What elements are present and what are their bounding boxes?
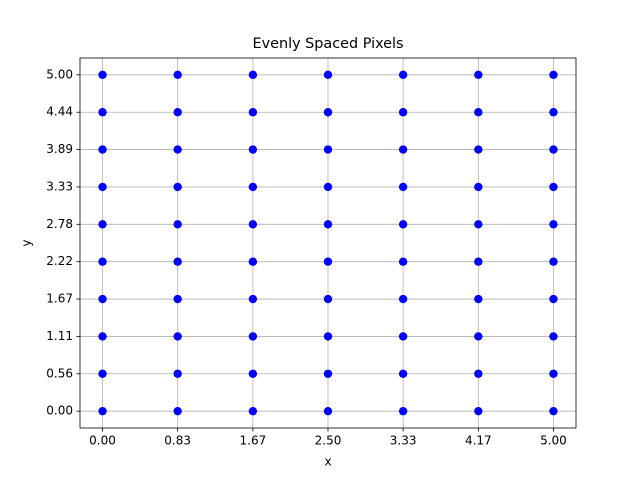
y-tick-label: 1.11 [46, 329, 73, 343]
point [98, 70, 107, 80]
point [549, 369, 558, 378]
point [398, 332, 408, 341]
point [398, 108, 408, 117]
y-tick-label: 4.44 [46, 105, 73, 119]
y-tick-label: 5.00 [46, 67, 73, 81]
y-tick-label: 0.00 [46, 404, 73, 418]
point [474, 369, 483, 378]
point [98, 108, 107, 117]
x-tick-label: 3.33 [390, 434, 417, 448]
point [398, 369, 408, 378]
point [474, 406, 483, 416]
x-tick-label: 2.50 [315, 434, 342, 448]
y-tick-label: 0.56 [46, 366, 73, 380]
point [474, 145, 483, 154]
point [248, 145, 258, 154]
point [98, 182, 107, 192]
y-tick-label: 3.33 [46, 179, 73, 193]
y-tick-label: 2.22 [46, 254, 73, 268]
y-tick-label: 2.78 [46, 217, 73, 231]
point [98, 294, 107, 304]
point [474, 220, 483, 229]
point [323, 182, 333, 192]
point [549, 294, 558, 304]
point [474, 257, 483, 266]
x-tick-label: 5.00 [540, 434, 567, 448]
x-tick-label: 0.00 [89, 434, 116, 448]
point [248, 70, 258, 80]
x-tick-label: 4.17 [465, 434, 492, 448]
x-tick-label: 0.83 [164, 434, 191, 448]
point [98, 257, 107, 266]
y-axis-label: y [20, 239, 34, 246]
point [323, 257, 333, 266]
point [398, 294, 408, 304]
point [323, 220, 333, 229]
point [474, 108, 483, 117]
point [398, 182, 408, 192]
points [98, 70, 558, 416]
point [474, 332, 483, 341]
point [474, 182, 483, 192]
point [549, 332, 558, 341]
point [248, 294, 258, 304]
point [323, 406, 333, 416]
y-tick-label: 1.67 [46, 292, 73, 306]
point [248, 406, 258, 416]
point [98, 406, 107, 416]
point [549, 257, 558, 266]
point [173, 257, 182, 266]
point [173, 220, 182, 229]
point [173, 70, 182, 80]
point [549, 406, 558, 416]
point [549, 220, 558, 229]
point [323, 108, 333, 117]
point [398, 70, 408, 80]
point [549, 108, 558, 117]
y-tick-label: 3.89 [46, 142, 73, 156]
point [173, 182, 182, 192]
point [549, 70, 558, 80]
x-tick-label: 1.67 [240, 434, 267, 448]
point [398, 257, 408, 266]
ticks: 0.00 0.83 1.67 2.50 3.33 4.17 5.00 0.00 0.56 1.11… [46, 67, 567, 447]
point [173, 332, 182, 341]
point [549, 182, 558, 192]
point [248, 108, 258, 117]
chart-title: Evenly Spaced Pixels [252, 36, 403, 52]
point [323, 369, 333, 378]
point [98, 220, 107, 229]
point [98, 332, 107, 341]
point [323, 70, 333, 80]
point [474, 294, 483, 304]
point [398, 220, 408, 229]
point [173, 369, 182, 378]
point [173, 108, 182, 117]
point [248, 220, 258, 229]
point [98, 145, 107, 154]
point [248, 257, 258, 266]
point [173, 145, 182, 154]
point [173, 294, 182, 304]
point [173, 406, 182, 416]
point [248, 332, 258, 341]
point [323, 145, 333, 154]
point [248, 182, 258, 192]
point [474, 70, 483, 80]
point [98, 369, 107, 378]
point [323, 294, 333, 304]
point [248, 369, 258, 378]
point [549, 145, 558, 154]
point [398, 406, 408, 416]
x-axis-label: x [324, 455, 331, 469]
point [398, 145, 408, 154]
point [323, 332, 333, 341]
